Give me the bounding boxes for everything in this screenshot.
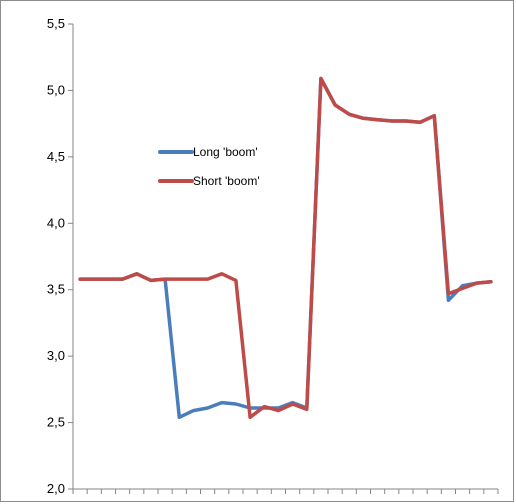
y-tick-label: 2,0 <box>47 481 65 496</box>
y-tick-label: 4,5 <box>47 149 65 164</box>
y-tick-label: 3,0 <box>47 348 65 363</box>
y-tick-label: 5,0 <box>47 82 65 97</box>
legend-label-short-boom: Short 'boom' <box>193 174 260 188</box>
y-tick-label: 3,5 <box>47 282 65 297</box>
y-tick-label: 4,0 <box>47 215 65 230</box>
series-layer <box>78 76 493 420</box>
legend-label-long-boom: Long 'boom' <box>193 145 258 159</box>
y-axis: 2,0 2,5 3,0 3,5 4,0 4,5 5,0 5,5 <box>47 16 74 496</box>
x-axis <box>72 488 499 494</box>
y-tick-label: 2,5 <box>47 415 65 430</box>
series-line-long-boom <box>78 76 493 420</box>
series-line-short-boom <box>78 76 493 420</box>
y-tick-label: 5,5 <box>47 16 65 31</box>
legend: Long 'boom' Short 'boom' <box>158 145 260 188</box>
